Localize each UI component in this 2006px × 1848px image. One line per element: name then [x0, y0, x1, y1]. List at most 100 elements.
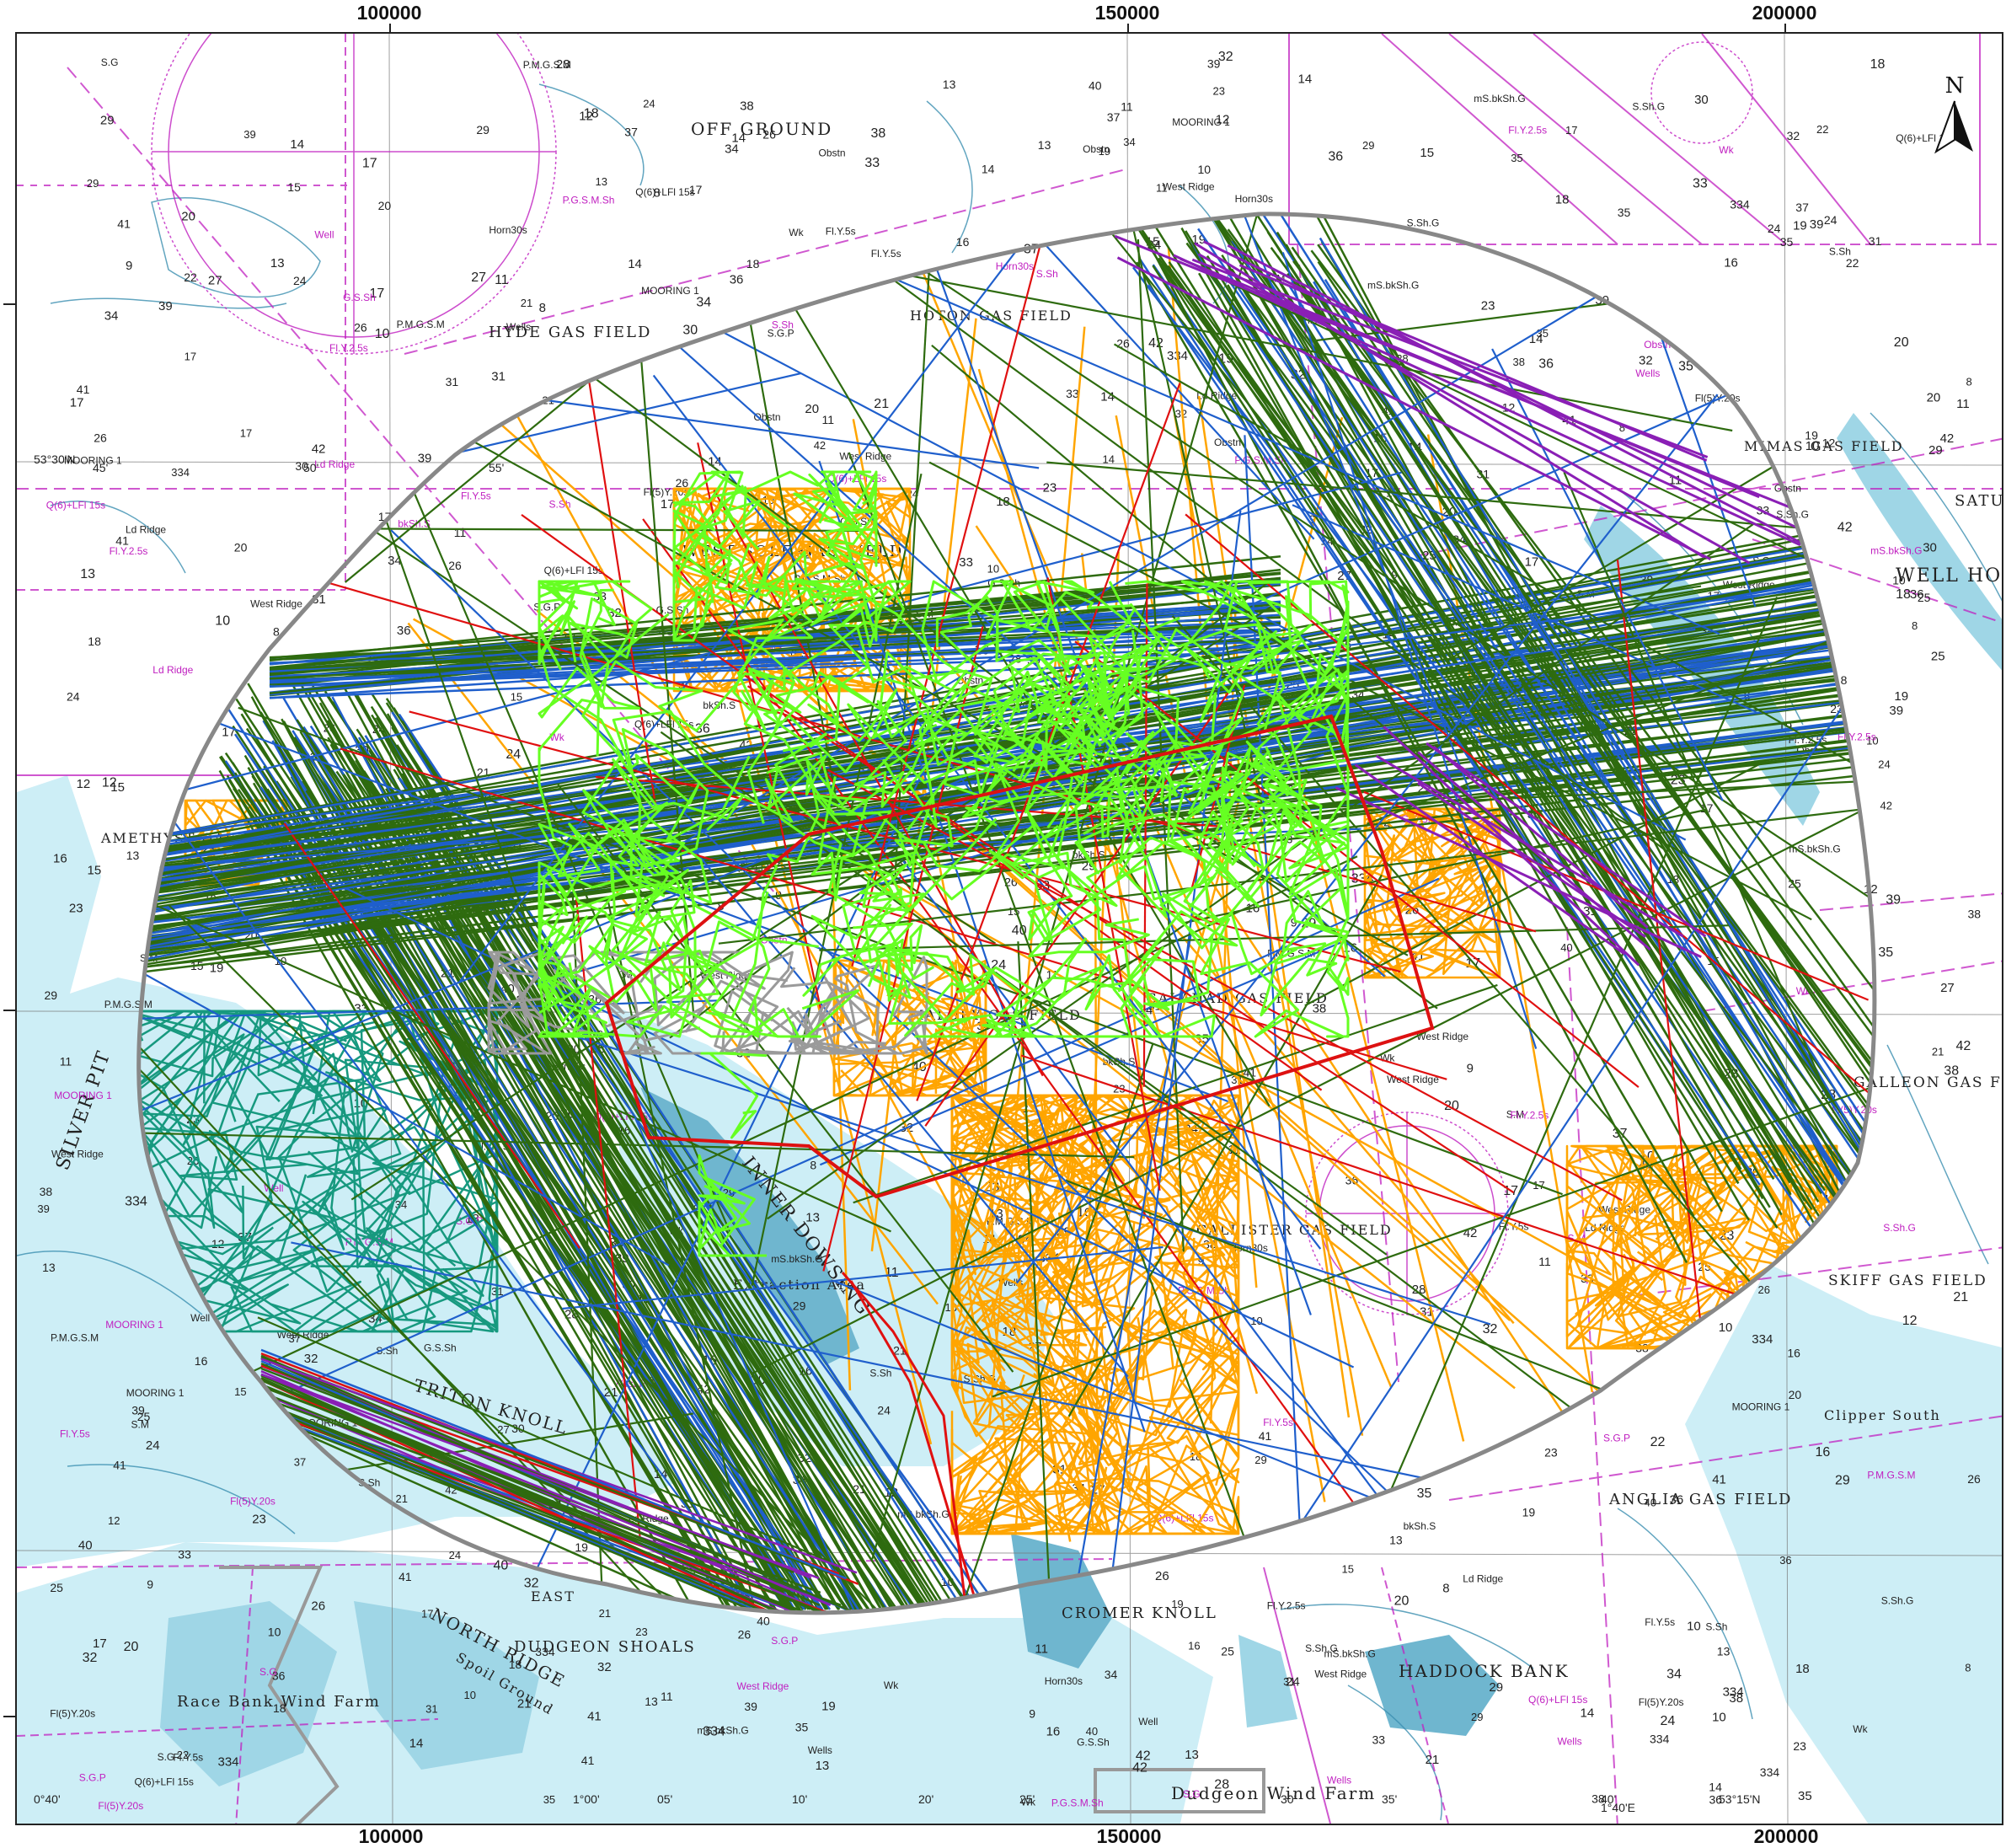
vessel-transit-track: [269, 577, 1281, 670]
depth-sounding: 22: [184, 271, 197, 284]
vessel-transit-track: [144, 694, 1228, 1103]
depth-sounding: 11: [454, 526, 467, 539]
teal-vessel-track: [138, 1010, 347, 1264]
vessel-transit-track: [1036, 585, 1702, 689]
depth-sounding: 14: [290, 137, 304, 152]
survey-vessel-track: [698, 1177, 756, 1246]
coordinate-label: 25': [1019, 1792, 1035, 1806]
depth-sounding: 19: [1522, 1505, 1536, 1519]
depth-sounding: 17: [1525, 555, 1539, 570]
depth-sounding: 29: [1928, 443, 1943, 458]
depth-sounding: 36: [1910, 587, 1924, 602]
orange-vessel-track: [1033, 1309, 1217, 1535]
chart-annotation: Wells: [808, 1744, 832, 1756]
depth-sounding: 12: [108, 1514, 120, 1527]
vessel-transit-track: [1198, 272, 1750, 1221]
depth-sounding: 42: [1837, 521, 1853, 535]
survey-vessel-track: [914, 976, 1216, 1038]
chart-map-frame[interactable]: OFF GROUND HYDE GAS FIELD HOTON GAS FIELD W…: [15, 32, 2003, 1825]
depth-sounding: 23: [1043, 481, 1057, 495]
depth-sounding: 35: [1878, 945, 1893, 960]
depth-sounding: 32: [1218, 50, 1233, 64]
depth-sounding: 21: [1932, 1046, 1944, 1058]
depth-sounding: 14: [628, 257, 642, 271]
grey-vessel-track: [487, 951, 710, 1055]
depth-sounding: 25: [137, 1410, 151, 1423]
vessel-transit-track: [138, 790, 1112, 910]
depth-sounding: 41: [117, 217, 131, 230]
orange-vessel-track: [929, 961, 987, 1097]
chart-annotation: S.Sh: [772, 319, 794, 330]
depth-sounding: 29: [1362, 139, 1374, 152]
vessel-transit-track: [1158, 213, 1473, 796]
survey-vessel-track: [1062, 728, 1231, 927]
depth-sounding: 31: [425, 1703, 437, 1716]
survey-vessel-track: [810, 863, 966, 991]
chart-annotation: Q(6)+LFl 15s: [544, 565, 603, 576]
depth-sounding: 38: [740, 99, 754, 113]
place-label: EAST: [531, 1588, 575, 1604]
northing-tick: [3, 1716, 15, 1717]
survey-vessel-track: [748, 651, 935, 980]
depth-sounding: 15: [110, 780, 125, 795]
chart-annotation: bkSh.S: [398, 517, 431, 529]
vessel-transit-track: [1287, 272, 1875, 1187]
vessel-transit-track: [992, 1048, 1875, 1398]
depth-sounding: 19: [1099, 145, 1110, 158]
chart-annotation: Fl.Y.2.5s: [329, 342, 368, 354]
orange-vessel-track: [1565, 1144, 1837, 1350]
coordinate-label: 20': [918, 1792, 933, 1806]
depth-sounding: 34: [104, 308, 119, 323]
chart-annotation: Q(6)+LFl 15s: [46, 500, 105, 512]
depth-sounding: 26: [1155, 1569, 1169, 1583]
chart-annotation: Fl.Y.5s: [173, 1752, 203, 1764]
orange-vessel-track: [412, 618, 1652, 1303]
depth-sounding: 24: [1286, 1674, 1300, 1689]
orange-vessel-track: [950, 1323, 1120, 1535]
teal-vessel-track: [138, 1010, 247, 1291]
chart-annotation: S.Sh: [1829, 245, 1851, 257]
coordinate-label: 55': [489, 461, 504, 474]
depth-sounding: 34: [696, 296, 711, 310]
survey-vessel-track: [936, 934, 1214, 1038]
depth-sounding: 26: [354, 321, 367, 335]
vessel-transit-track: [1240, 564, 1875, 1613]
red-vessel-track: [1074, 640, 1640, 1088]
chart-annotation: Fl(5)Y.20s: [1639, 1696, 1684, 1708]
vessel-transit-track: [237, 789, 789, 1610]
depth-sounding: 27: [471, 271, 486, 285]
depth-sounding: 38: [1513, 356, 1525, 368]
study-area-boundary: [136, 212, 1877, 1615]
depth-sounding: 11: [1121, 100, 1133, 114]
depth-sounding: 25: [1931, 650, 1945, 664]
nautical-chart-map[interactable]: OFF GROUND HYDE GAS FIELD HOTON GAS FIELD W…: [17, 34, 2003, 1825]
chart-annotation: Fl.Y.2.5s: [1267, 1600, 1306, 1612]
depth-sounding: 14: [1709, 1780, 1722, 1793]
depth-sounding: 14: [731, 131, 746, 146]
chart-annotation: mS.bkSh.G: [1870, 545, 1922, 557]
depth-sounding: 13: [42, 1261, 56, 1274]
vessel-transit-track: [138, 999, 719, 1024]
depth-sounding: 16: [53, 851, 67, 865]
purple-vessel-track: [1375, 754, 1684, 938]
depth-sounding: 35: [1780, 235, 1794, 249]
vessel-transit-track: [853, 983, 1498, 1204]
depth-sounding: 12: [1216, 113, 1230, 127]
depth-sounding: 18: [509, 1658, 522, 1671]
chart-annotation: S.G.P: [768, 328, 794, 340]
depth-sounding: 23: [252, 1512, 266, 1526]
chart-annotation: Fl(5)Y.20s: [50, 1707, 95, 1719]
survey-vessel-track: [764, 574, 834, 642]
vessel-transit-track: [260, 1362, 855, 1613]
survey-vessel-track: [1035, 580, 1156, 745]
chart-annotation: Wk: [1719, 144, 1734, 156]
depth-sounding: 26: [311, 1599, 325, 1614]
grey-vessel-track: [487, 951, 701, 1055]
chart-annotation: Fl.Y.2.5s: [110, 545, 148, 557]
survey-vessel-track: [581, 727, 819, 975]
orange-vessel-track: [950, 1094, 1099, 1182]
survey-vessel-track: [841, 470, 878, 567]
depth-sounding: 36: [730, 273, 744, 287]
chart-annotation: Horn30s: [1235, 193, 1273, 205]
red-vessel-track: [841, 1272, 971, 1613]
